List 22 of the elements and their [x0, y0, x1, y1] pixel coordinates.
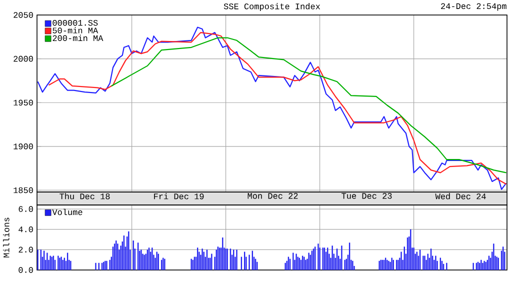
chart-subtitle: 24-Dec 2:54pm: [441, 3, 506, 11]
x-tick-label: Fri Dec 19: [154, 193, 204, 200]
line-series: [110, 37, 507, 174]
y-tick-label: 1900: [14, 144, 33, 150]
y-tick-label: 2000: [14, 56, 33, 62]
legend-label: 000001.SS: [52, 20, 98, 26]
legend-label: 200-min MA: [52, 34, 104, 42]
x-tick-label: Wed Dec 24: [435, 193, 486, 200]
x-tick-label: Tue Dec 23: [342, 193, 392, 199]
y-tick-label: 1850: [14, 187, 33, 194]
y-tick-label: 1950: [14, 100, 33, 106]
legend-label: Volume: [52, 208, 82, 216]
y-tick-label: 6.0: [18, 206, 33, 212]
y-axis-title: Millions: [3, 218, 10, 258]
x-tick-label: Mon Dec 22: [248, 193, 298, 199]
y-tick-label: 2.0: [18, 246, 33, 253]
y-tick-label: 2050: [14, 12, 33, 18]
x-tick-label: Thu Dec 18: [60, 193, 110, 200]
chart-title: SSE Composite Index: [224, 3, 320, 11]
legend-label: 50-min MA: [52, 27, 98, 34]
y-tick-label: 4.0: [18, 226, 33, 232]
y-tick-label: 0.0: [18, 267, 33, 273]
